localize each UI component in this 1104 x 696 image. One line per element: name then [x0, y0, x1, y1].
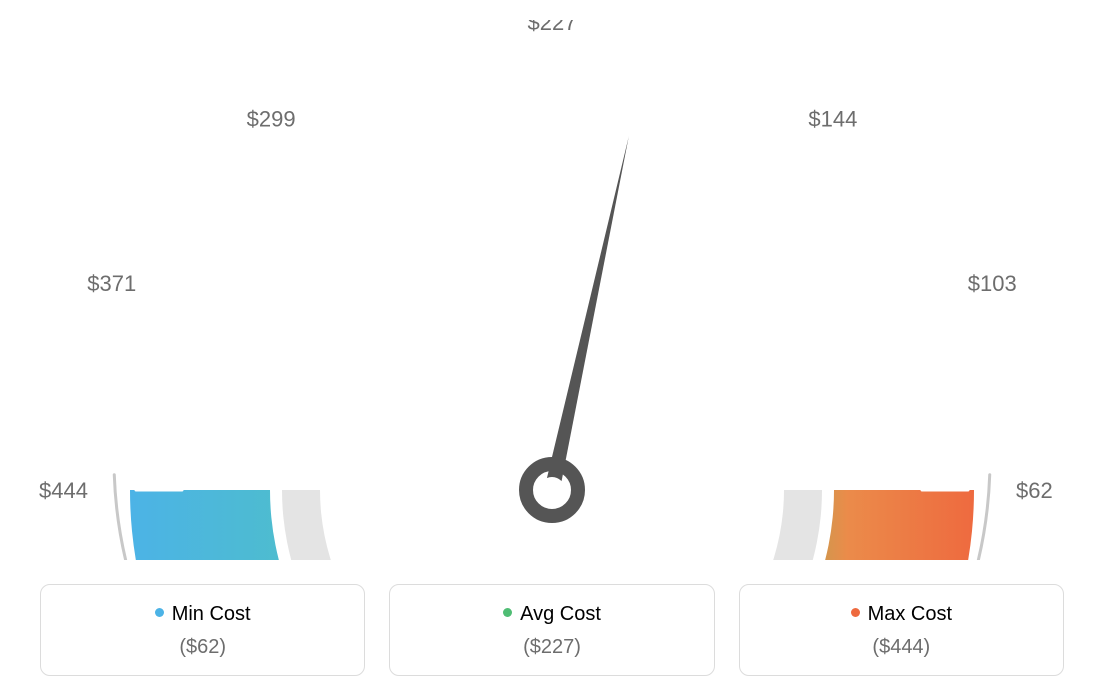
gauge-tick-label: $103	[968, 271, 1017, 296]
legend-title-min: Min Cost	[41, 603, 364, 626]
legend-card-max: Max Cost ($444)	[739, 584, 1064, 676]
gauge-tick	[299, 160, 327, 196]
gauge-tick-label: $371	[87, 271, 136, 296]
cost-gauge-chart: $62 $103 $144 $227 $299 $371 $444 Min Cost ($6…	[20, 20, 1084, 676]
gauge-tick-label: $299	[247, 107, 296, 132]
legend-dot-avg	[503, 608, 512, 617]
gauge-needle	[544, 136, 628, 491]
gauge-tick	[930, 396, 957, 402]
gauge-tick	[147, 396, 174, 402]
legend-card-avg: Avg Cost ($227)	[389, 584, 714, 676]
gauge-tick-label: $227	[528, 20, 577, 35]
gauge-tick	[230, 226, 252, 244]
gauge-tick	[471, 82, 480, 127]
legend-row: Min Cost ($62) Avg Cost ($227) Max Cost …	[20, 584, 1084, 676]
gauge-tick	[712, 111, 724, 137]
gauge-tick	[179, 306, 220, 326]
legend-label-avg: Avg Cost	[520, 603, 601, 625]
legend-title-max: Max Cost	[740, 603, 1063, 626]
gauge-tick	[884, 306, 925, 326]
gauge-tick-label: $62	[1016, 478, 1053, 503]
gauge-tick-label: $144	[808, 107, 857, 132]
legend-value-min: ($62)	[41, 636, 364, 659]
legend-dot-min	[155, 608, 164, 617]
gauge-svg: $62 $103 $144 $227 $299 $371 $444	[20, 20, 1084, 560]
legend-label-min: Min Cost	[172, 603, 251, 625]
gauge-tick	[624, 82, 633, 127]
legend-value-avg: ($227)	[390, 636, 713, 659]
legend-label-max: Max Cost	[868, 603, 952, 625]
legend-card-min: Min Cost ($62)	[40, 584, 365, 676]
gauge-tick-label: $444	[39, 478, 88, 503]
gauge-tick	[777, 160, 805, 196]
gauge-tick	[380, 111, 392, 137]
gauge-needle-hub-hole	[539, 477, 565, 503]
legend-title-avg: Avg Cost	[390, 603, 713, 626]
legend-value-max: ($444)	[740, 636, 1063, 659]
legend-dot-max	[851, 608, 860, 617]
gauge-tick	[852, 226, 874, 244]
